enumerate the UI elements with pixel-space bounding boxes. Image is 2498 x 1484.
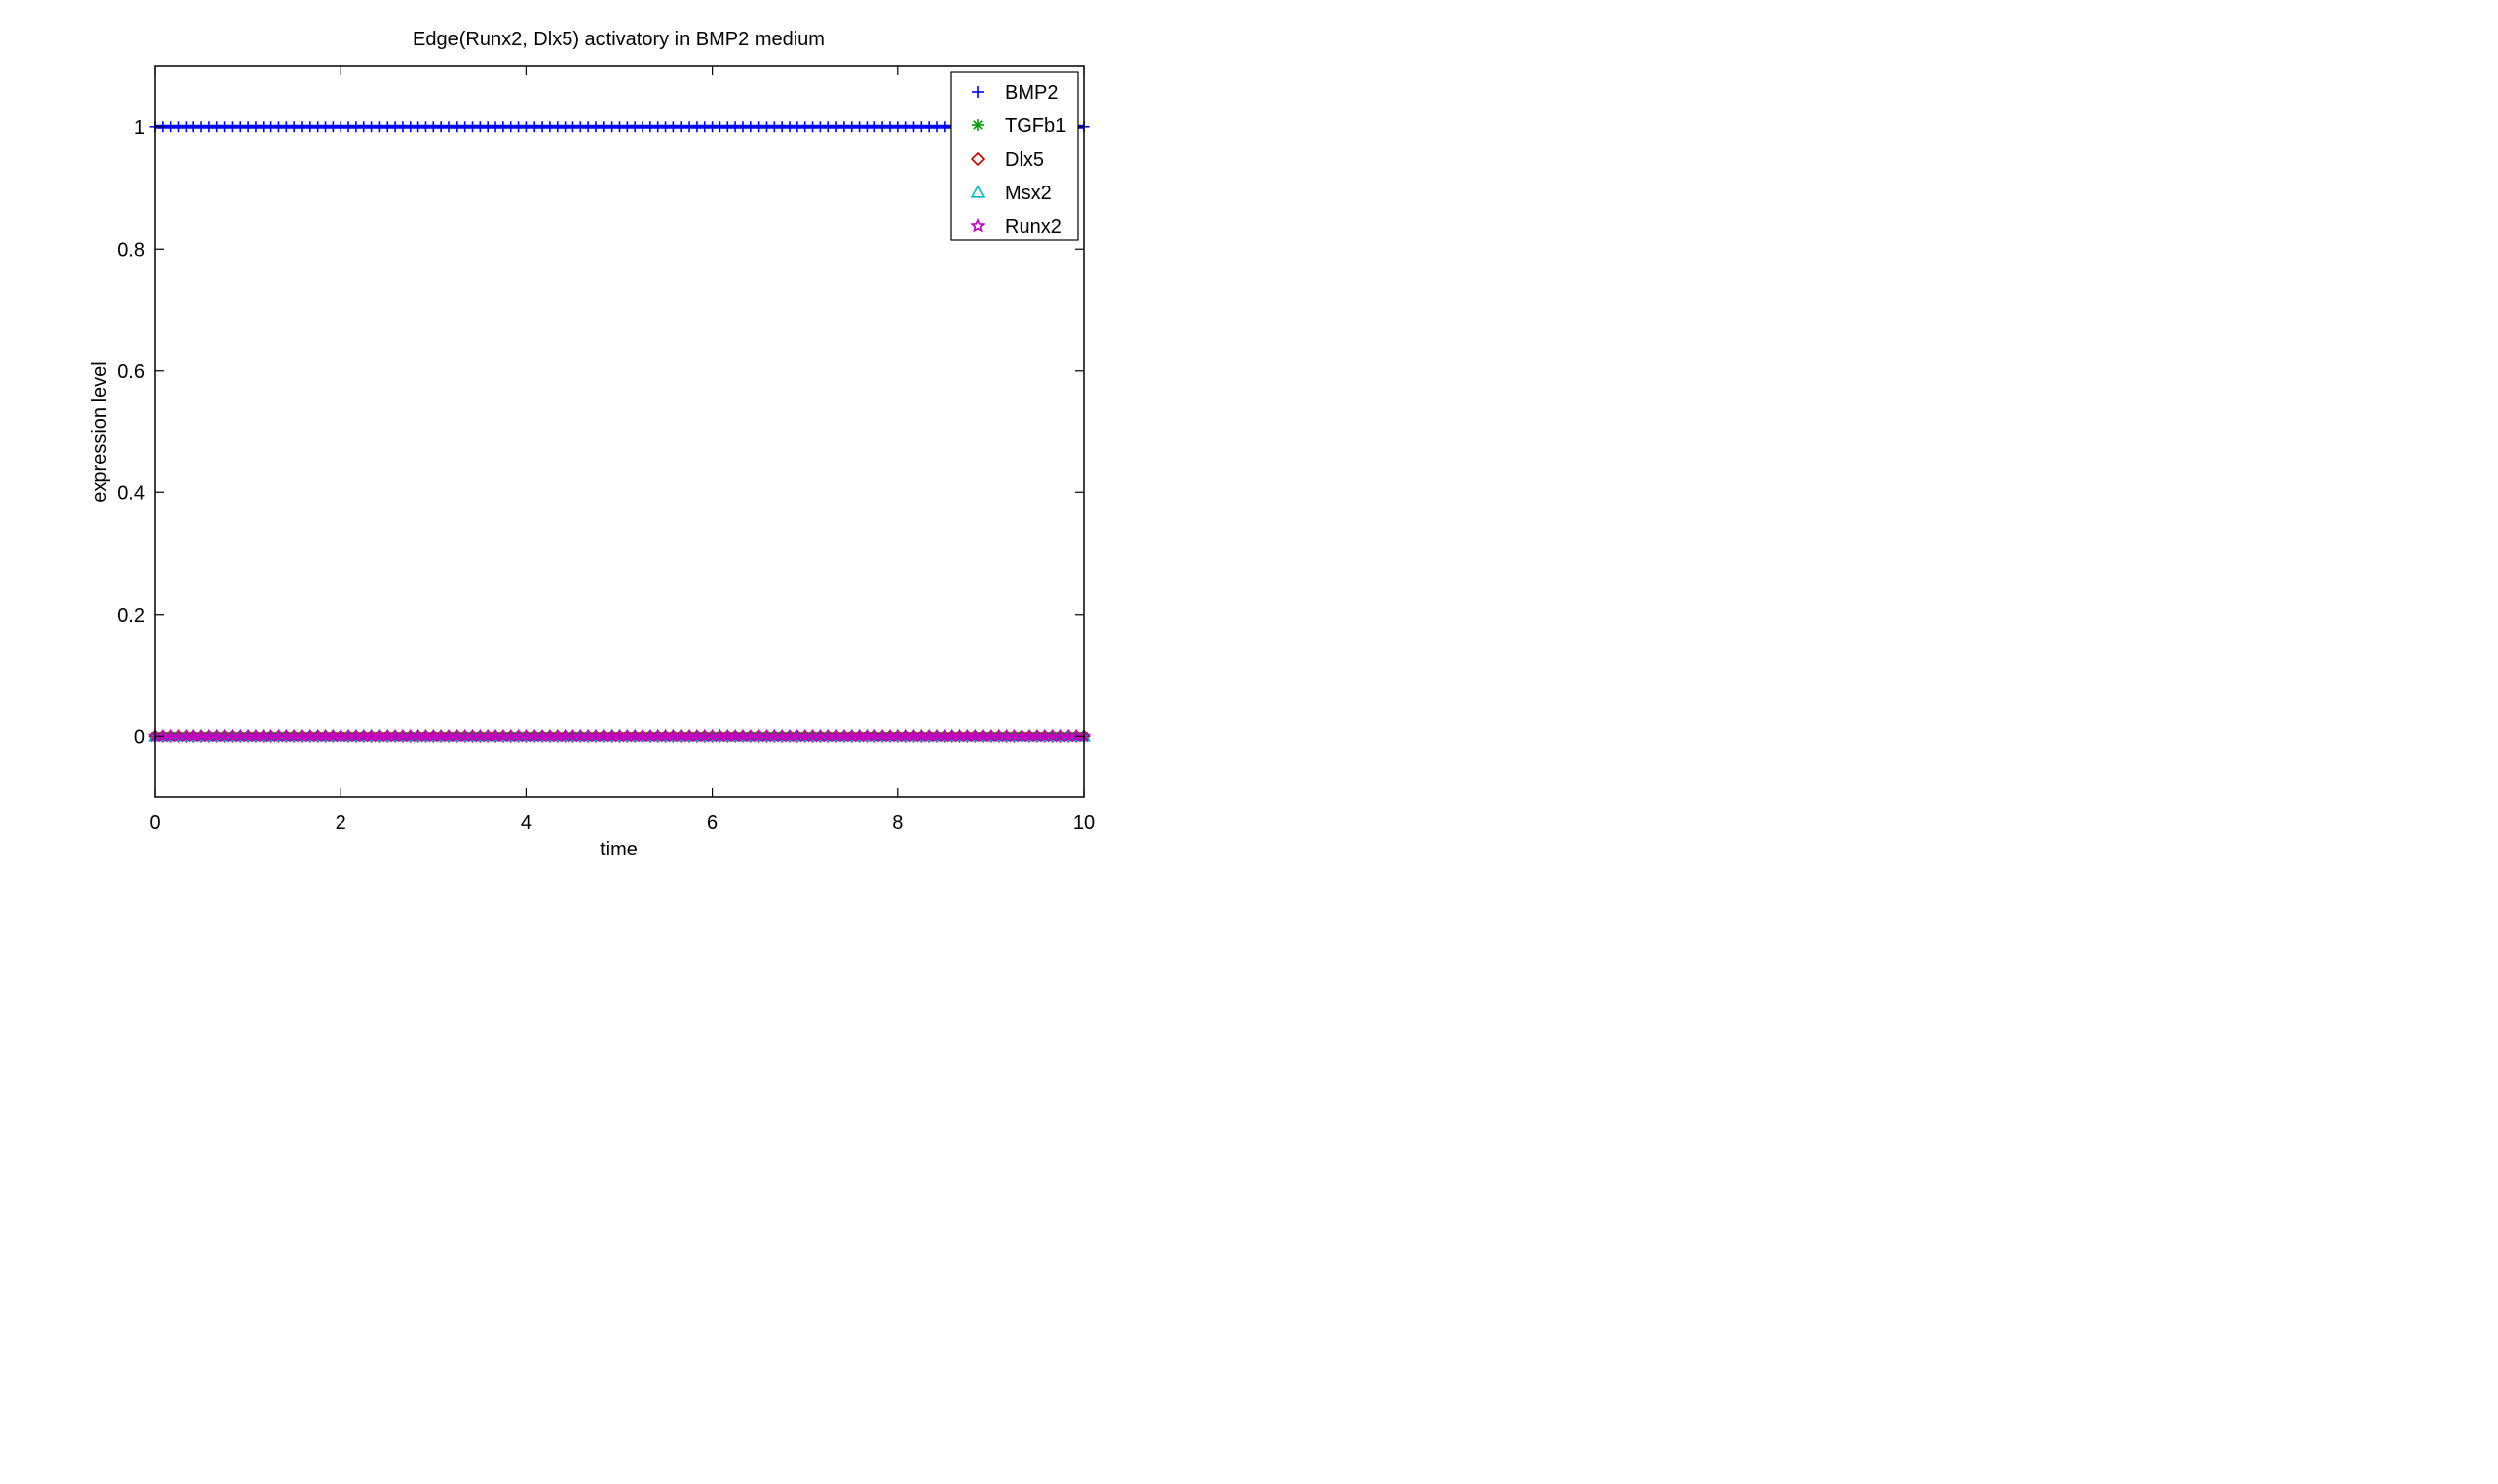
x-tick-label: 6 <box>707 812 718 834</box>
legend-label-tgfb1: TGFb1 <box>1005 115 1066 137</box>
x-tick-label: 10 <box>1073 812 1095 834</box>
legend-label-dlx5: Dlx5 <box>1005 149 1044 171</box>
chart-title: Edge(Runx2, Dlx5) activatory in BMP2 med… <box>413 29 825 50</box>
plot-frame <box>154 65 1085 798</box>
legend-label-msx2: Msx2 <box>1005 183 1052 204</box>
series-runx2 <box>147 728 1092 743</box>
y-tick-label: 0.4 <box>117 482 145 504</box>
y-tick-label: 0.8 <box>117 239 145 260</box>
legend-marker-bmp2 <box>972 86 984 98</box>
x-tick-label: 8 <box>892 812 903 834</box>
series-bmp2 <box>149 121 1090 133</box>
y-tick-label: 0.2 <box>117 605 145 627</box>
legend-marker-msx2 <box>970 185 986 198</box>
y-tick-label: 0 <box>134 726 145 748</box>
legend-label-runx2: Runx2 <box>1005 216 1062 238</box>
legend: BMP2 TGFb1 Dlx5 Msx2 Runx2 <box>950 71 1079 241</box>
y-axis-label: expression level <box>89 361 111 502</box>
legend-marker-dlx5 <box>970 151 986 167</box>
x-tick-label: 4 <box>521 812 532 834</box>
legend-items: BMP2 TGFb1 Dlx5 Msx2 Runx2 <box>970 82 1066 238</box>
series-layer <box>147 121 1092 743</box>
y-tick-label: 1 <box>134 117 145 139</box>
x-tick-label: 2 <box>336 812 346 834</box>
plot-area: 0 2 4 6 8 10 0 0.2 0.4 0.6 0.8 1 <box>117 65 1095 834</box>
x-tick-label: 0 <box>149 812 160 834</box>
legend-marker-runx2 <box>970 217 986 233</box>
legend-label-bmp2: BMP2 <box>1005 82 1058 104</box>
y-tick-label: 0.6 <box>117 361 145 383</box>
x-axis-label: time <box>600 839 638 860</box>
tick-layer: 0 2 4 6 8 10 0 0.2 0.4 0.6 0.8 1 <box>117 66 1095 834</box>
legend-marker-tgfb1 <box>972 119 984 131</box>
legend-box <box>950 71 1079 241</box>
